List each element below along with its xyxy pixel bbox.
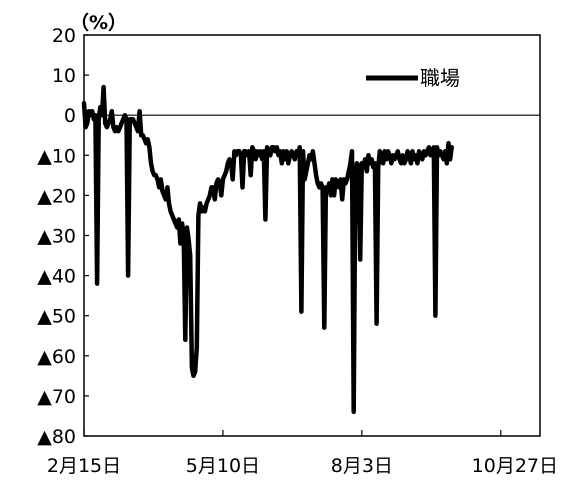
- series-line-workplace: [81, 84, 454, 415]
- x-axis-ticks: 2月15日 5月10日 8月3日 10月27日: [47, 430, 558, 477]
- y-tick-label: ▲30: [37, 226, 76, 248]
- x-tick-label: 8月3日: [331, 455, 393, 477]
- x-tick-label: 2月15日: [47, 455, 121, 477]
- y-axis-ticks: 20 10 0 ▲10 ▲20 ▲30 ▲40 ▲50 ▲60 ▲70 ▲80: [37, 25, 89, 448]
- y-tick-label: ▲40: [37, 266, 76, 288]
- y-tick-label: ▲50: [37, 306, 76, 328]
- legend: 職場: [366, 66, 460, 90]
- y-tick-label: ▲80: [37, 426, 76, 448]
- x-tick-label: 5月10日: [186, 455, 260, 477]
- unit-label: （%）: [70, 11, 127, 34]
- legend-label-workplace: 職場: [420, 66, 460, 90]
- y-tick-label: 10: [52, 65, 76, 87]
- y-tick-label: ▲60: [37, 346, 76, 368]
- plot-frame: [83, 34, 541, 437]
- y-tick-label: ▲10: [37, 145, 76, 167]
- y-tick-label: 0: [64, 105, 76, 127]
- y-tick-label: ▲70: [37, 386, 76, 408]
- x-tick-label: 10月27日: [472, 455, 558, 477]
- y-tick-label: ▲20: [37, 185, 76, 207]
- y-tick-label: 20: [52, 25, 76, 47]
